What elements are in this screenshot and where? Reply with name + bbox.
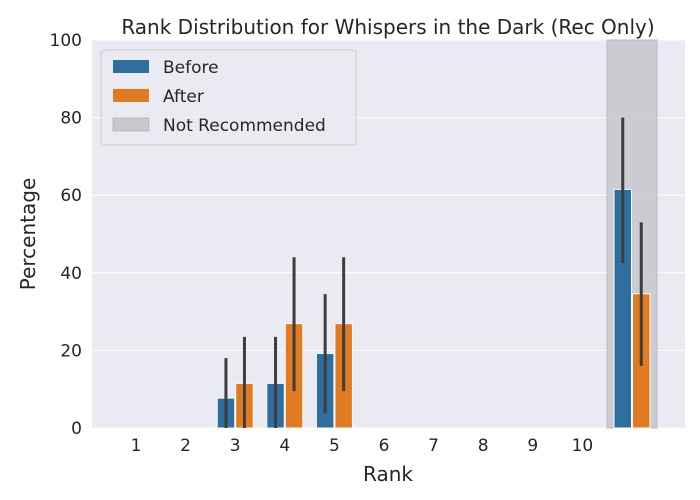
y-axis-label: Percentage bbox=[16, 178, 40, 291]
x-tick-label: 4 bbox=[279, 436, 290, 456]
legend: Before After Not Recommended bbox=[100, 49, 357, 146]
error-bars bbox=[224, 117, 643, 428]
legend-label-before: Before bbox=[163, 58, 219, 78]
y-tick-label: 100 bbox=[50, 31, 82, 51]
legend-label-after: After bbox=[163, 87, 204, 107]
y-tick-labels: 0 20 40 60 80 100 bbox=[50, 31, 82, 439]
x-tick-label: 6 bbox=[379, 436, 390, 456]
x-tick-label: 2 bbox=[180, 436, 191, 456]
x-tick-label: 5 bbox=[329, 436, 340, 456]
y-tick-label: 80 bbox=[60, 109, 82, 129]
x-tick-label: 10 bbox=[572, 436, 594, 456]
x-axis-label: Rank bbox=[363, 462, 413, 486]
y-tick-label: 0 bbox=[71, 419, 82, 439]
y-tick-label: 20 bbox=[60, 341, 82, 361]
chart-title: Rank Distribution for Whispers in the Da… bbox=[121, 15, 654, 39]
gridlines bbox=[92, 39, 685, 429]
x-tick-label: 3 bbox=[230, 436, 241, 456]
legend-box bbox=[100, 49, 357, 146]
legend-swatch-after bbox=[113, 89, 149, 102]
x-tick-label: 9 bbox=[527, 436, 538, 456]
x-tick-label: 8 bbox=[478, 436, 489, 456]
legend-swatch-not-recommended bbox=[112, 117, 150, 132]
y-tick-label: 40 bbox=[60, 264, 82, 284]
x-tick-labels: 1 2 3 4 5 6 7 8 9 10 bbox=[131, 436, 594, 456]
legend-label-not-recommended: Not Recommended bbox=[163, 116, 326, 136]
x-tick-label: 7 bbox=[428, 436, 439, 456]
legend-swatch-before bbox=[113, 60, 149, 73]
y-tick-label: 60 bbox=[60, 186, 82, 206]
x-tick-label: 1 bbox=[131, 436, 142, 456]
